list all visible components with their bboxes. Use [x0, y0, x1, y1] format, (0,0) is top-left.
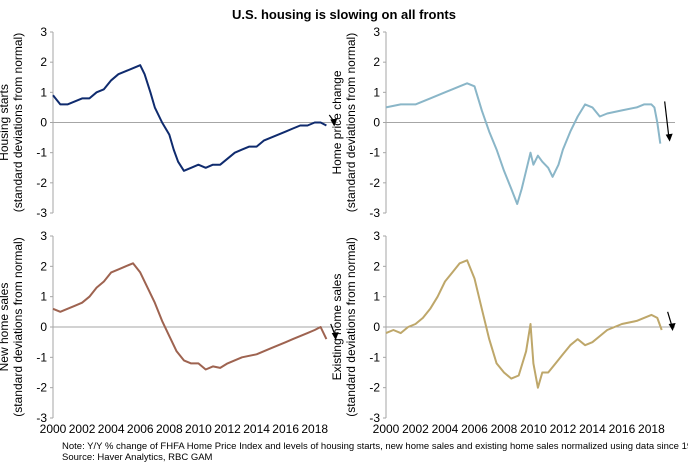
existing-home-sales-y-axis-label: (standard deviations from normal) — [344, 237, 358, 416]
existing-home-sales-x-tick-label: 2008 — [491, 422, 518, 436]
existing-home-sales-x-tick-label: 2010 — [520, 422, 547, 436]
home-price-change-y-tick-label: 3 — [373, 25, 380, 39]
home-price-change-y-axis-label: (standard deviations from normal) — [344, 33, 358, 212]
housing-starts-y-tick-label: -2 — [36, 176, 47, 190]
housing-starts-y-axis-label: Housing starts — [0, 84, 11, 161]
existing-home-sales-y-tick-label: 1 — [373, 290, 380, 304]
existing-home-sales-x-tick-label: 2004 — [432, 422, 459, 436]
chart-note: Note: Y/Y % change of FHFA Home Price In… — [62, 441, 688, 452]
new-home-sales-y-tick-label: 1 — [40, 290, 47, 304]
new-home-sales-trend-arrow-head — [331, 332, 339, 341]
chart-canvas: U.S. housing is slowing on all fronts 3 2… — [0, 7, 676, 436]
existing-home-sales-y-tick-label: 0 — [373, 320, 380, 334]
housing-starts-y-tick-label: 0 — [40, 116, 47, 130]
home-price-change-y-tick-label: -1 — [369, 146, 380, 160]
housing-starts-y-tick-label: 2 — [40, 55, 47, 69]
new-home-sales-x-tick-label: 2000 — [40, 422, 67, 436]
new-home-sales-x-tick-label: 2002 — [69, 422, 96, 436]
home-price-change-y-tick-label: -3 — [369, 206, 380, 220]
home-price-change-y-tick-label: -2 — [369, 176, 380, 190]
existing-home-sales-trend-arrow-shaft — [667, 311, 673, 326]
existing-home-sales-x-tick-label: 2018 — [638, 422, 665, 436]
new-home-sales-y-tick-label: 2 — [40, 259, 47, 273]
existing-home-sales-x-tick-label: 2014 — [579, 422, 606, 436]
housing-starts-y-axis-label: (standard deviations from normal) — [11, 33, 25, 212]
new-home-sales-y-axis-label: (standard deviations from normal) — [11, 237, 25, 416]
existing-home-sales-y-tick-label: -3 — [369, 411, 380, 425]
housing-starts-y-tick-label: 3 — [40, 25, 47, 39]
new-home-sales-y-tick-label: -2 — [36, 381, 47, 395]
new-home-sales-x-tick-label: 2008 — [156, 422, 183, 436]
new-home-sales-x-tick-label: 2014 — [243, 422, 270, 436]
existing-home-sales-x-tick-label: 2002 — [402, 422, 429, 436]
existing-home-sales-y-tick-label: -1 — [369, 350, 380, 364]
existing-home-sales-x-tick-label: 2012 — [550, 422, 577, 436]
home-price-change-trend-arrow-head — [665, 133, 673, 142]
existing-home-sales-series-line — [385, 259, 663, 389]
new-home-sales-x-tick-label: 2016 — [272, 422, 299, 436]
new-home-sales-y-tick-label: -3 — [36, 411, 47, 425]
home-price-change-y-axis-label: Home price change — [330, 70, 344, 174]
housing-starts-series-line — [52, 64, 327, 172]
chart-title: U.S. housing is slowing on all fronts — [232, 7, 456, 22]
existing-home-sales-y-tick-label: 2 — [373, 259, 380, 273]
home-price-change-trend-arrow-shaft — [664, 101, 670, 136]
existing-home-sales-trend-arrow-head — [668, 323, 676, 332]
chart-source: Source: Haver Analytics, RBC GAM — [62, 452, 213, 463]
home-price-change-y-tick-label: 2 — [373, 55, 380, 69]
new-home-sales-series-line — [52, 262, 328, 371]
new-home-sales-y-axis-label: New home sales — [0, 283, 11, 372]
existing-home-sales-x-tick-label: 2000 — [373, 422, 400, 436]
housing-starts-y-tick-label: -3 — [36, 206, 47, 220]
new-home-sales-y-tick-label: 0 — [40, 320, 47, 334]
existing-home-sales-y-tick-label: -2 — [369, 381, 380, 395]
housing-starts-trend-arrow-head — [330, 118, 338, 127]
new-home-sales-x-tick-label: 2010 — [185, 422, 212, 436]
new-home-sales-y-tick-label: -1 — [36, 350, 47, 364]
home-price-change-y-tick-label: 0 — [373, 116, 380, 130]
existing-home-sales-y-axis-label: Existing home sales — [330, 274, 344, 381]
new-home-sales-x-tick-label: 2012 — [214, 422, 241, 436]
existing-home-sales-x-tick-label: 2016 — [609, 422, 636, 436]
existing-home-sales-x-tick-label: 2006 — [461, 422, 488, 436]
housing-starts-y-tick-label: 1 — [40, 85, 47, 99]
new-home-sales-x-tick-label: 2006 — [127, 422, 154, 436]
new-home-sales-y-tick-label: 3 — [40, 229, 47, 243]
new-home-sales-trend-arrow-shaft — [330, 323, 336, 335]
new-home-sales-x-tick-label: 2018 — [301, 422, 328, 436]
home-price-change-y-tick-label: 1 — [373, 85, 380, 99]
housing-starts-y-tick-label: -1 — [36, 146, 47, 160]
home-price-change-series-line — [385, 82, 662, 205]
existing-home-sales-y-tick-label: 3 — [373, 229, 380, 243]
new-home-sales-x-tick-label: 2004 — [98, 422, 125, 436]
